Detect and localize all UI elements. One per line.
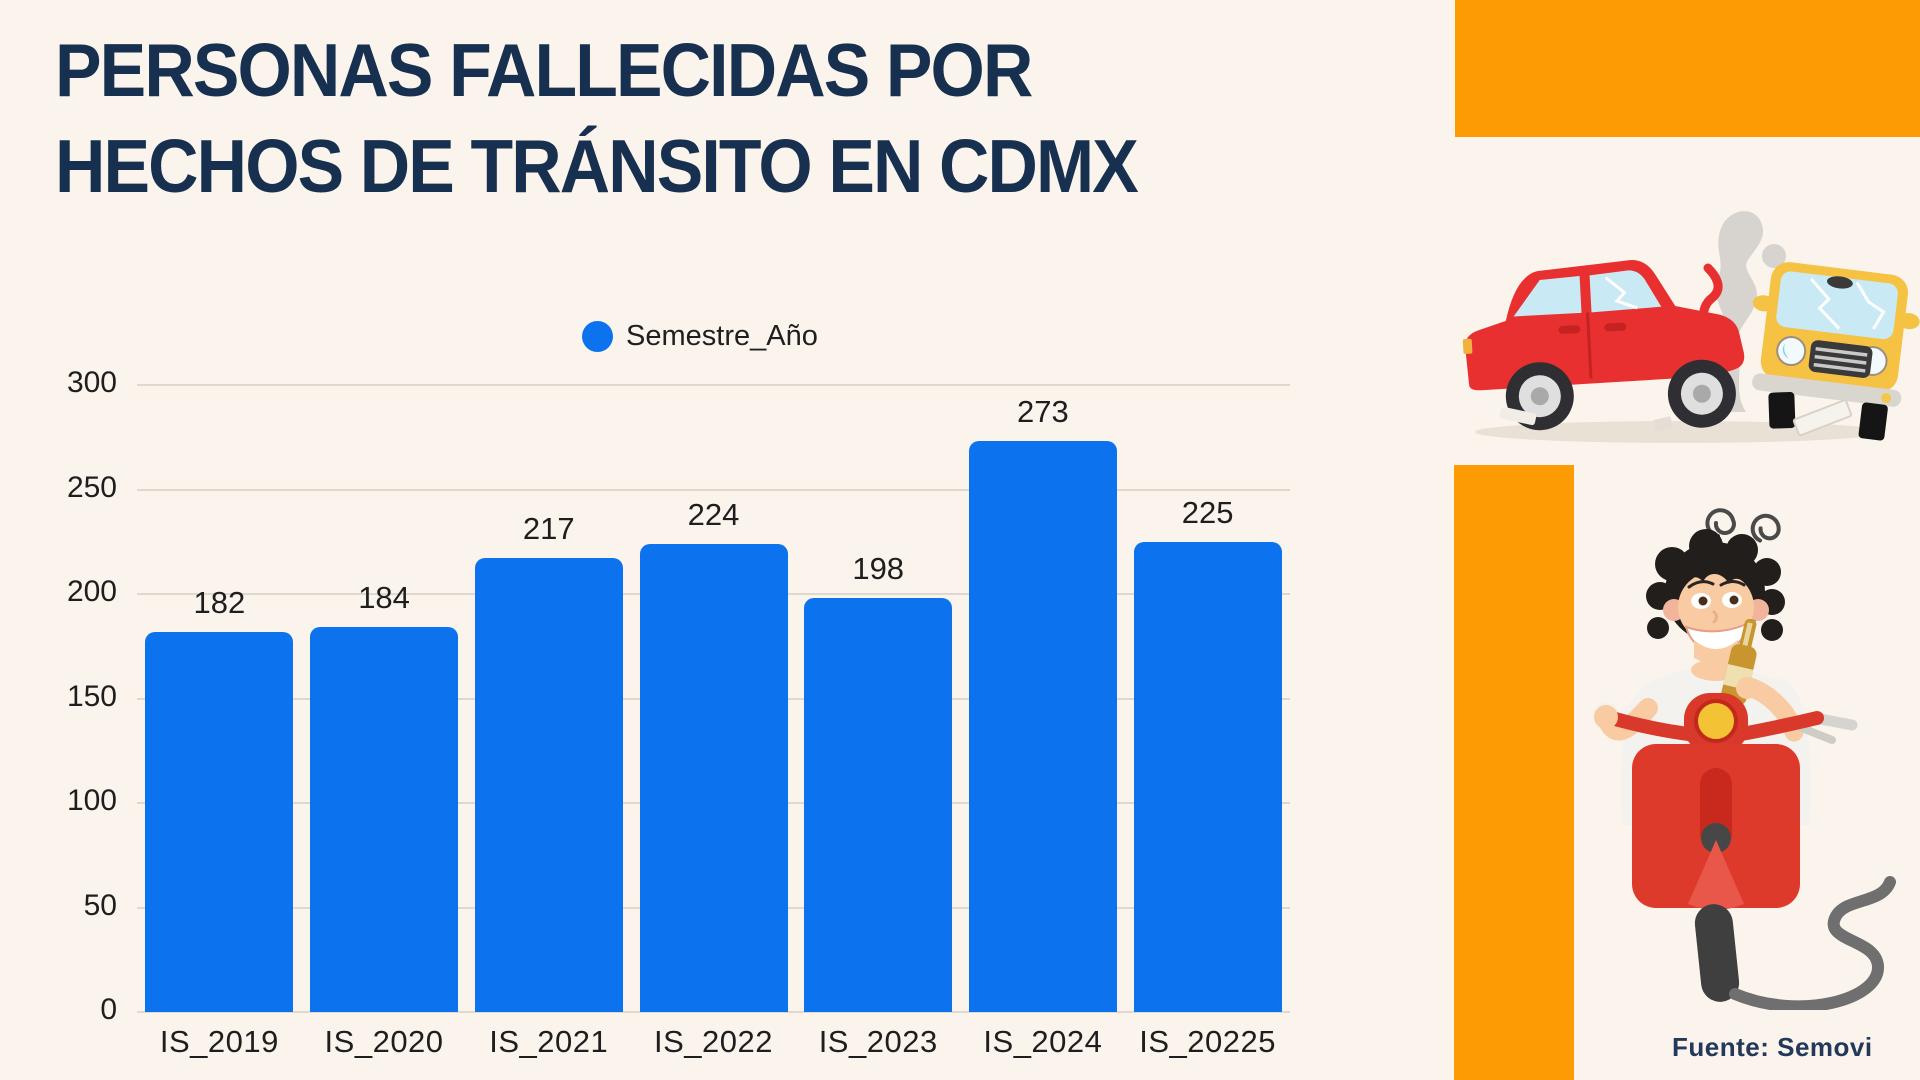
bar-IS_2019 (145, 631, 294, 1012)
y-axis-tick-label: 300 (66, 366, 117, 399)
red-car-icon (1462, 260, 1745, 431)
x-axis-tick-label: IS_2024 (983, 1024, 1103, 1059)
scooter-wheel-icon (1694, 904, 1740, 1002)
legend-label: Semestre_Año (626, 320, 818, 352)
bar-IS_2022 (639, 543, 788, 1012)
x-axis-tick-label: IS_2023 (818, 1024, 938, 1059)
x-axis-tick-label: IS_2020 (324, 1024, 444, 1059)
gridline (137, 488, 1290, 491)
bar-IS_2020 (310, 627, 459, 1012)
x-axis-tick-label: IS_2019 (159, 1024, 279, 1059)
scooter-body-icon (1632, 744, 1800, 910)
y-axis-tick-label: 150 (66, 679, 117, 713)
bar-value-label: 198 (852, 551, 905, 587)
title-line-2: HECHOS DE TRÁNSITO EN CDMX (55, 124, 1139, 208)
legend-dot-icon (582, 321, 613, 352)
car-crash-illustration (1462, 211, 1920, 443)
bar-IS_2024 (968, 441, 1117, 1012)
crumple-line-icon (1685, 263, 1723, 350)
skid-mark-icon (1729, 876, 1896, 1010)
y-axis-tick-label: 0 (100, 993, 117, 1026)
bar-value-label: 273 (1017, 394, 1069, 430)
bar-value-label: 225 (1181, 494, 1234, 530)
chart-legend: Semestre_Año (582, 320, 818, 353)
dizzy-swirl-icon (1705, 508, 1781, 543)
left-hand-icon (1594, 705, 1618, 729)
y-axis-tick-label: 50 (83, 888, 117, 922)
y-axis-tick-label: 250 (66, 470, 117, 504)
drunk-rider-scooter-illustration (1593, 508, 1896, 1010)
x-axis-tick-label: IS_20225 (1139, 1024, 1276, 1059)
bar-IS_2023 (804, 598, 953, 1012)
eyes-icon (1687, 580, 1746, 609)
orange-header-block (1455, 0, 1920, 137)
y-axis-tick-label: 200 (66, 575, 117, 608)
gridline (137, 1011, 1290, 1013)
bar-IS_2021 (474, 558, 623, 1012)
title-line-1: PERSONAS FALLECIDAS POR (55, 28, 1033, 112)
bar-value-label: 182 (193, 584, 246, 620)
bar-value-label: 224 (687, 496, 740, 532)
orange-side-bar (1454, 465, 1574, 1080)
front-wheel-icon (1667, 359, 1736, 428)
scooter-headlight-icon (1684, 693, 1748, 753)
x-axis-tick-label: IS_2022 (653, 1024, 773, 1059)
face-icon (1678, 571, 1754, 643)
y-axis-tick-label: 100 (66, 784, 117, 817)
bar-IS_20225 (1133, 541, 1282, 1012)
x-axis-tick-label: IS_2021 (489, 1024, 609, 1059)
bar-value-label: 217 (522, 511, 575, 547)
bar-value-label: 184 (358, 580, 410, 616)
page-title: PERSONAS FALLECIDAS POR HECHOS DE TRÁNSI… (55, 22, 1139, 214)
yellow-car-icon (1752, 262, 1920, 441)
source-attribution: Fuente: Semovi (1672, 1032, 1873, 1062)
gridline (137, 384, 1290, 386)
